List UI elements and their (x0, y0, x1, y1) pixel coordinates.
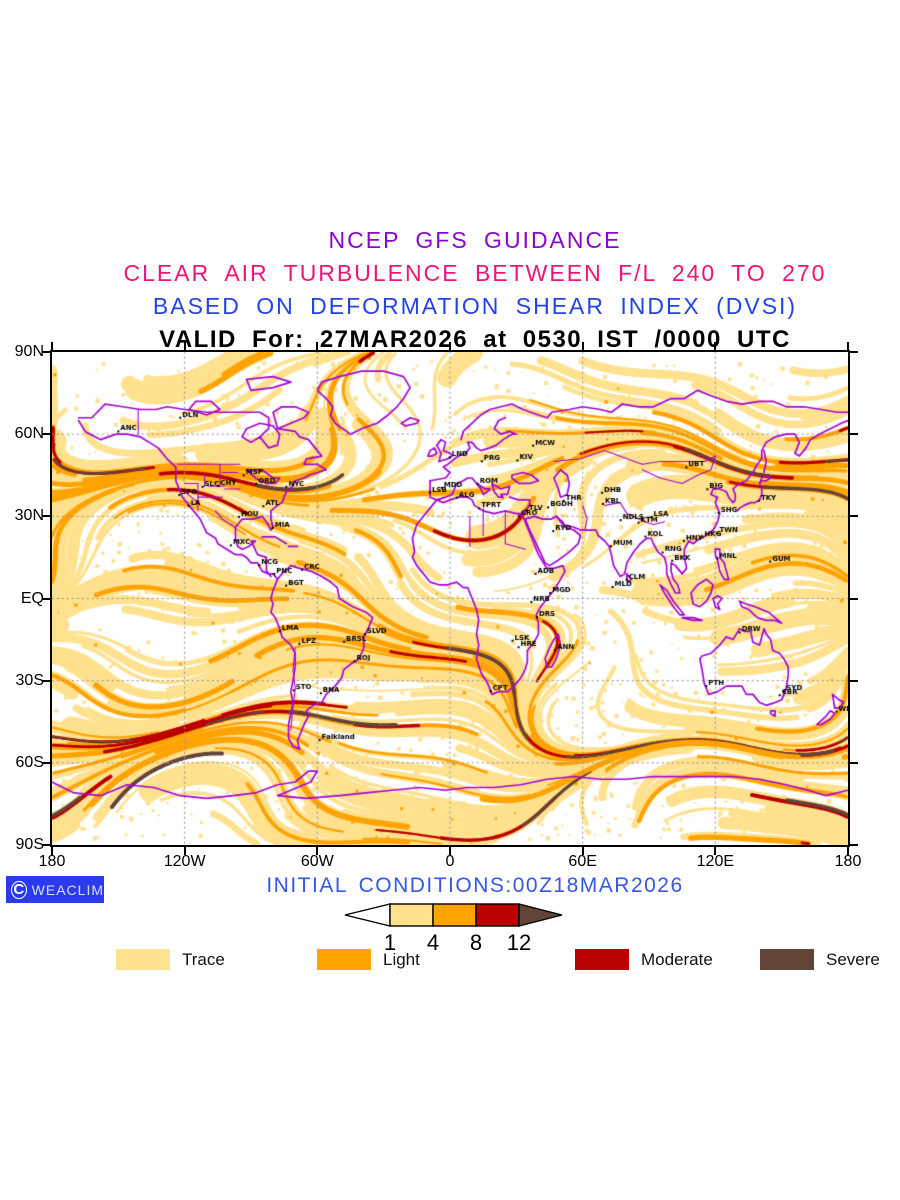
lat-tick-label: 90S (15, 836, 44, 853)
lon-tick-mark (581, 847, 584, 855)
colorbar (344, 903, 563, 927)
lat-tick-label: 60N (14, 425, 44, 443)
lat-tick-mark (850, 515, 858, 518)
lat-tick-mark (850, 844, 858, 846)
colorbar-tick-label: 4 (426, 930, 440, 955)
lon-tick-label: 60E (568, 853, 597, 870)
lat-tick-mark (42, 433, 50, 436)
title-line-2: CLEAR AIR TURBULENCE BETWEEN F/L 240 TO … (123, 260, 827, 286)
lon-tick-mark (183, 847, 186, 855)
lon-tick-mark (449, 342, 451, 350)
lat-tick-mark (850, 433, 858, 436)
legend-label-severe: Severe (826, 950, 880, 969)
colorbar-segment (432, 903, 477, 927)
colorbar-segment (475, 903, 520, 927)
lat-tick-mark (42, 679, 50, 682)
lon-tick-label: 60W (300, 853, 334, 870)
turbulence-map-canvas (52, 352, 848, 845)
lat-tick-label: 90N (14, 343, 44, 360)
lon-tick-mark (316, 847, 319, 855)
lon-tick-label: 180 (834, 853, 862, 870)
colorbar-segment (389, 903, 434, 927)
colorbar-segment (518, 903, 563, 927)
lon-tick-mark (51, 342, 53, 350)
lon-tick-mark (714, 342, 717, 350)
lat-tick-mark (42, 844, 50, 846)
copyright-icon: C (11, 880, 27, 899)
lat-tick-mark (850, 679, 858, 682)
lon-tick-mark (714, 847, 717, 855)
lon-tick-label: 180 (38, 853, 66, 870)
lon-tick-mark (847, 342, 849, 350)
lon-tick-mark (316, 342, 319, 350)
lat-tick-label: 60S (15, 753, 44, 771)
lon-tick-label: 0 (445, 853, 455, 870)
legend-label-moderate: Moderate (641, 950, 713, 969)
colorbar-tick-label: 1 (383, 930, 397, 955)
lat-tick-label: EQ (20, 589, 44, 607)
title-block: NCEP GFS GUIDANCE CLEAR AIR TURBULENCE B… (50, 224, 900, 356)
initial-conditions-text: INITIAL CONDITIONS:00Z18MAR2026 (266, 874, 684, 897)
logo-text: WEACLIM (31, 881, 104, 898)
weaclim-logo: C WEACLIM (6, 876, 104, 903)
lon-tick-label: 120E (696, 853, 735, 870)
lat-tick-mark (42, 761, 50, 764)
legend-swatch-moderate (575, 949, 629, 970)
title-line-3: BASED ON DEFORMATION SHEAR INDEX (DVSI) (152, 293, 798, 319)
title-line-1: NCEP GFS GUIDANCE (328, 227, 622, 253)
lon-tick-mark (183, 342, 186, 350)
lon-tick-mark (449, 847, 451, 855)
title-line-valid: VALID For: 27MAR2026 at 0530 IST /0000 U… (159, 326, 791, 353)
world-map-frame: 90N 60N 30N EQ 30S 60S 90S 180 120W 60W 0 60E 120E 18… (15, 342, 861, 870)
lon-tick-mark (847, 847, 849, 855)
legend-label-trace: Trace (182, 950, 225, 969)
lon-tick-mark (581, 342, 584, 350)
legend-swatch-light (317, 949, 371, 970)
lat-tick-label: 30N (14, 507, 44, 525)
legend-label-light: Light (383, 950, 420, 969)
legend-swatch-trace (116, 949, 170, 970)
lat-tick-mark (850, 351, 858, 353)
lat-tick-mark (42, 351, 50, 353)
lat-tick-mark (42, 515, 50, 518)
legend-swatch-severe (760, 949, 814, 970)
lat-tick-mark (42, 597, 50, 600)
colorbar-tick-label: 8 (469, 930, 483, 955)
lat-tick-mark (850, 761, 858, 764)
lat-tick-label: 30S (15, 671, 44, 689)
colorbar-segment (344, 903, 391, 927)
lon-tick-mark (51, 847, 53, 855)
lat-tick-mark (850, 597, 858, 600)
lon-tick-label: 120W (163, 853, 206, 870)
colorbar-tick-label: 12 (506, 930, 532, 955)
